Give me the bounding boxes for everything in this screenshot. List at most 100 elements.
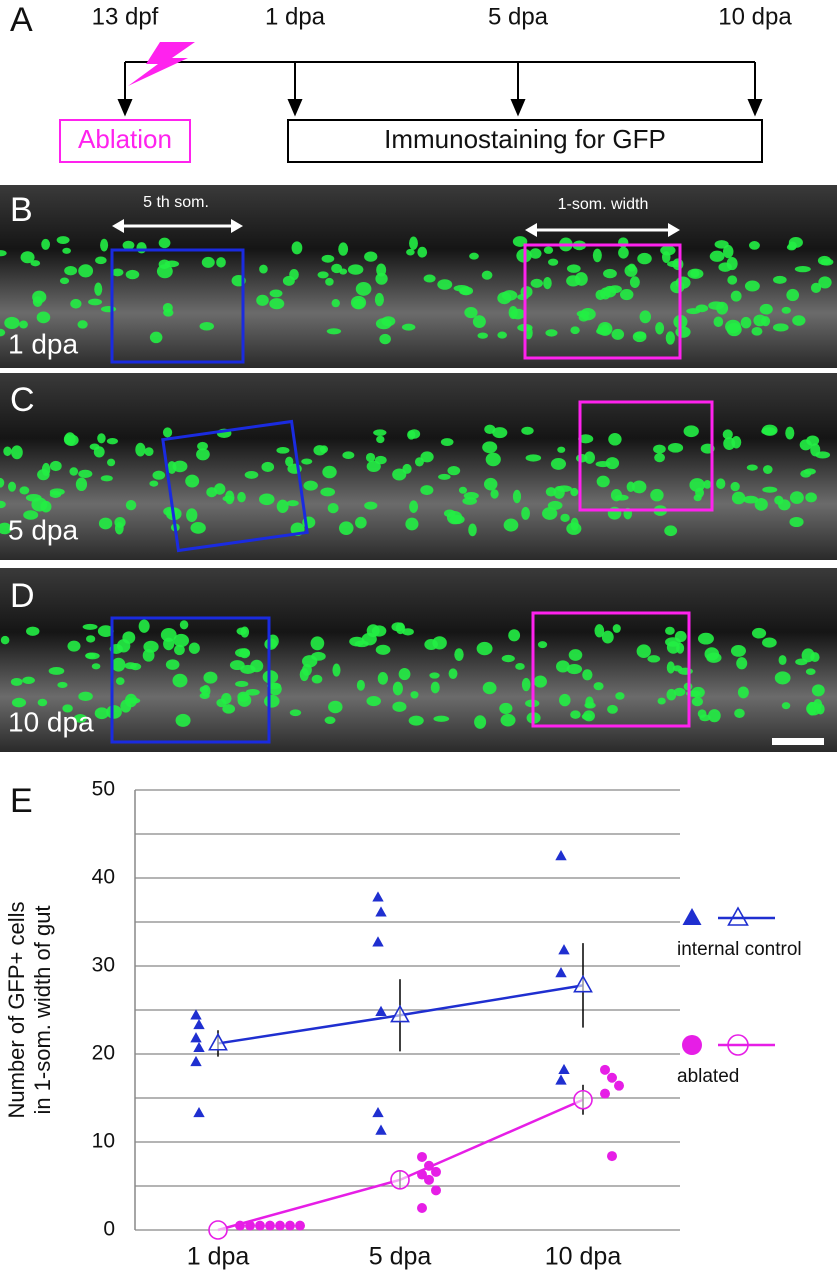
cell <box>56 236 70 244</box>
cell <box>78 691 93 702</box>
cell <box>472 315 486 329</box>
cell <box>592 248 602 263</box>
cell <box>245 688 260 696</box>
cell <box>801 648 815 663</box>
y-tick-label: 20 <box>92 1042 115 1065</box>
cell <box>453 284 470 292</box>
ablation-box <box>59 119 191 163</box>
y-tick-label: 10 <box>92 1130 115 1153</box>
cell <box>448 668 458 679</box>
legend-marker <box>727 906 749 926</box>
cell <box>607 704 618 714</box>
x-tick-label: 5 dpa <box>369 1243 432 1271</box>
cell <box>0 522 12 535</box>
cell <box>64 266 78 276</box>
cell <box>781 306 791 314</box>
cell <box>4 316 20 330</box>
cell <box>97 433 106 444</box>
point <box>431 1185 441 1196</box>
cell <box>810 282 822 293</box>
point <box>372 891 384 902</box>
cell <box>615 692 625 700</box>
cell <box>173 633 190 648</box>
roi-box <box>531 611 691 728</box>
panel-label: E <box>10 782 33 820</box>
cell <box>810 443 821 457</box>
cell <box>678 667 693 675</box>
cell <box>744 280 760 292</box>
cell <box>778 499 791 511</box>
cell <box>303 480 318 491</box>
scale-bar <box>772 738 824 745</box>
cell <box>557 446 566 453</box>
cell <box>691 697 703 707</box>
cell <box>483 477 498 491</box>
point <box>558 944 570 955</box>
cell <box>731 491 746 505</box>
cell <box>420 451 434 463</box>
cell <box>355 516 367 529</box>
cell <box>582 669 593 681</box>
cell <box>817 255 832 266</box>
micrograph-labels: B 1 dpa 5 th som. 1-som. width C 5 dpa D… <box>8 191 648 737</box>
roi-box <box>523 243 682 360</box>
cell <box>508 305 518 320</box>
cell <box>269 289 283 298</box>
cell <box>476 641 493 656</box>
cell <box>149 331 163 344</box>
cell <box>11 445 23 460</box>
cell <box>676 642 685 654</box>
cell <box>725 319 741 334</box>
y-tick-label: 40 <box>92 866 115 889</box>
point <box>190 1009 202 1020</box>
cell <box>762 637 777 648</box>
cell <box>240 664 256 674</box>
point <box>424 1174 434 1185</box>
cell <box>377 671 388 685</box>
point <box>265 1220 275 1231</box>
cell <box>201 256 215 268</box>
cell <box>222 704 236 714</box>
point <box>600 1064 610 1075</box>
cell <box>754 498 768 511</box>
cell <box>135 442 146 457</box>
cell <box>36 311 51 324</box>
cell <box>91 663 101 670</box>
cell <box>584 451 595 464</box>
cell <box>543 246 554 254</box>
cell <box>485 452 501 467</box>
roi-box <box>161 419 309 553</box>
staining-box <box>287 119 763 163</box>
cell <box>667 443 684 453</box>
cell <box>82 623 98 630</box>
cell <box>258 493 275 506</box>
cell <box>0 635 10 645</box>
point <box>193 1041 205 1053</box>
width-label: 1-som. width <box>558 196 649 213</box>
cell <box>162 303 173 313</box>
cell <box>683 425 699 438</box>
cell <box>490 489 499 499</box>
point <box>193 1018 205 1030</box>
cell <box>375 318 392 330</box>
cell <box>163 637 175 651</box>
cell <box>197 441 208 451</box>
cell <box>376 435 385 444</box>
cell <box>508 629 521 642</box>
cell <box>503 518 519 532</box>
cell <box>0 250 7 257</box>
panel-label: B <box>10 191 33 229</box>
cell <box>186 508 198 523</box>
cell <box>122 240 135 250</box>
cell <box>512 489 522 504</box>
cell <box>114 522 124 535</box>
cell <box>59 277 70 285</box>
cell <box>224 490 235 505</box>
cell <box>347 264 364 275</box>
cell <box>98 517 113 530</box>
cell <box>410 691 419 699</box>
cell <box>446 510 463 525</box>
cell <box>392 701 407 712</box>
cell <box>392 468 407 481</box>
cell <box>730 481 740 492</box>
